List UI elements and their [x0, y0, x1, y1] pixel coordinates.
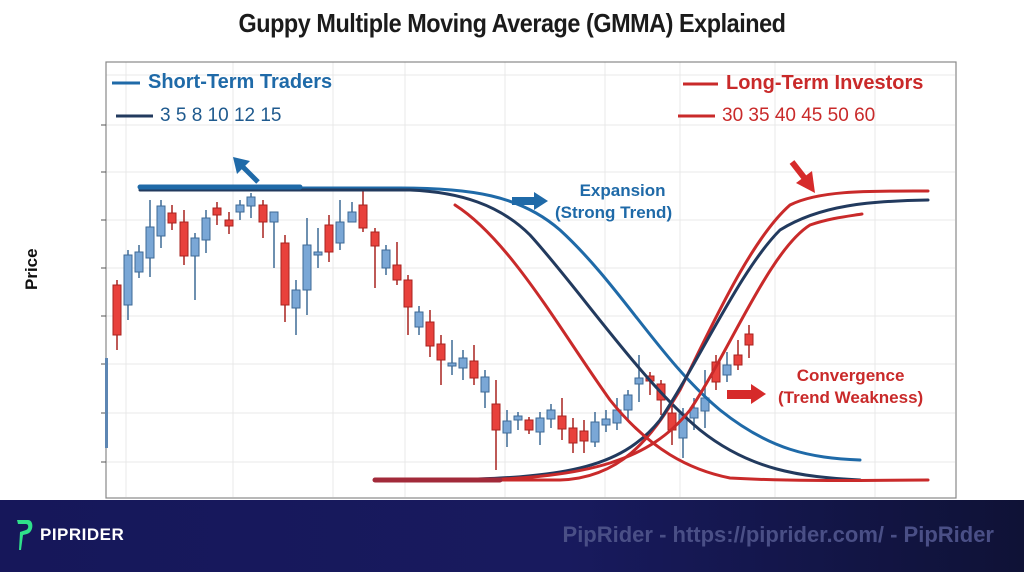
candle — [513, 415, 523, 421]
candle — [313, 251, 323, 256]
convergence-annotation: Convergence (Trend Weakness) — [778, 365, 923, 409]
candle — [722, 364, 732, 376]
candle — [557, 415, 567, 430]
candle — [134, 251, 144, 273]
candle — [623, 394, 633, 411]
candle — [224, 219, 234, 227]
candle — [447, 362, 457, 367]
candlesticks — [112, 190, 754, 470]
convergence-line-2: (Trend Weakness) — [778, 388, 924, 407]
candle — [291, 289, 301, 309]
grid — [106, 62, 955, 497]
candle — [302, 244, 312, 291]
candle — [280, 242, 290, 306]
candle — [535, 417, 545, 433]
candle — [235, 204, 245, 213]
candle — [524, 419, 534, 431]
convergence-line-1: Convergence — [796, 366, 905, 385]
candle — [403, 279, 413, 308]
long-term-ma-lines — [372, 189, 930, 483]
candle — [201, 217, 211, 241]
watermark-text: PipRider - https://piprider.com/ - PipRi… — [562, 522, 994, 547]
footer-banner: PIPRIDER PipRider - https://piprider.com… — [0, 500, 1024, 572]
candle — [145, 226, 155, 259]
candle — [370, 231, 380, 247]
candle — [190, 237, 200, 257]
chart-plot — [101, 61, 957, 499]
legend-short-term-label: Short-Term Traders — [148, 71, 333, 93]
candle — [392, 264, 402, 281]
candle — [634, 377, 644, 385]
piprider-logo-icon — [17, 520, 33, 550]
expansion-annotation: Expansion (Strong Trend) — [555, 180, 672, 224]
logo-text: PIPRIDER — [40, 525, 125, 544]
candle — [491, 403, 501, 431]
candle — [458, 357, 468, 369]
candle — [480, 376, 490, 393]
candle — [733, 354, 743, 366]
candle — [246, 196, 256, 207]
candle — [212, 207, 222, 216]
candle — [414, 311, 424, 328]
short-term-ma-lines — [137, 184, 862, 482]
candle — [590, 421, 600, 443]
expansion-arrow-icon — [512, 192, 548, 210]
candle — [156, 205, 166, 237]
candle — [744, 333, 754, 346]
candle — [425, 321, 435, 347]
candle — [436, 343, 446, 361]
candle — [123, 254, 133, 306]
candle — [324, 224, 334, 253]
candle — [381, 249, 391, 269]
candle — [502, 420, 512, 434]
legend-short-term-periods: 3 5 8 10 12 15 — [160, 105, 282, 126]
candle — [546, 409, 556, 420]
candle — [335, 221, 345, 244]
candle — [601, 418, 611, 426]
candle — [258, 204, 268, 223]
piprider-logo[interactable]: PIPRIDER — [14, 518, 124, 552]
legend-long-term-periods: 30 35 40 45 50 60 — [722, 105, 876, 126]
candle — [358, 204, 368, 229]
chart-title: Guppy Multiple Moving Average (GMMA) Exp… — [238, 8, 786, 38]
convergence-arrow-icon — [727, 384, 766, 404]
legend-long-term-label: Long-Term Investors — [726, 72, 924, 94]
candle — [167, 212, 177, 224]
blue-up-left-arrow-icon — [233, 157, 260, 184]
candle — [269, 211, 279, 223]
y-ticks — [101, 124, 106, 463]
expansion-line-1: Expansion — [579, 181, 666, 200]
plot-frame — [105, 61, 957, 499]
red-down-right-arrow-icon — [789, 160, 815, 193]
candle — [689, 407, 699, 419]
candle — [112, 284, 122, 336]
candle — [579, 430, 589, 442]
candle — [347, 211, 357, 223]
candle — [179, 221, 189, 257]
candle — [568, 427, 578, 444]
expansion-line-2: (Strong Trend) — [555, 203, 673, 222]
candle — [469, 360, 479, 379]
left-edge-candle — [105, 358, 108, 448]
